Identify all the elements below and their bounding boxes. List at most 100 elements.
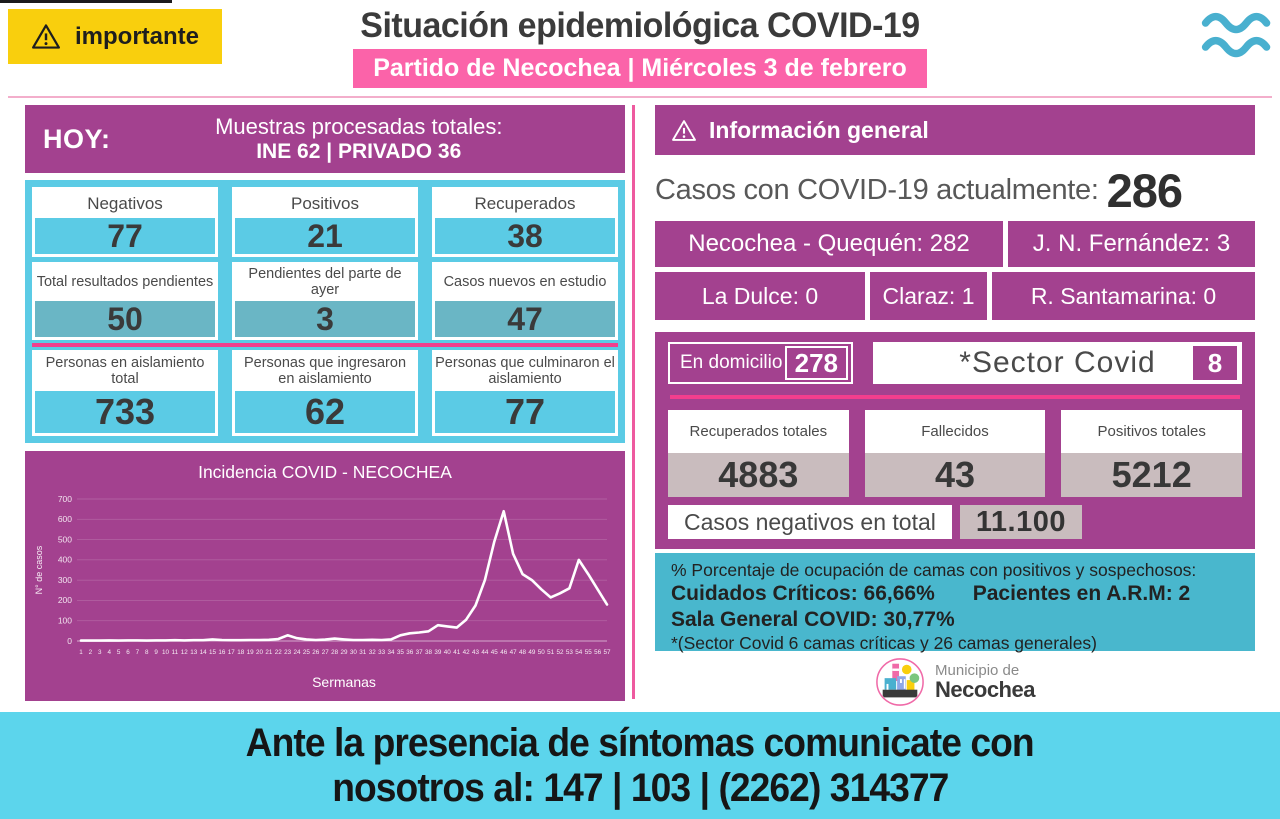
contact-line1: Ante la presencia de síntomas comunicate… (245, 720, 1035, 765)
stat-value: 77 (435, 391, 615, 433)
stat-value: 38 (435, 218, 615, 254)
svg-text:46: 46 (500, 649, 508, 656)
svg-text:43: 43 (472, 649, 480, 656)
stat-card-recuperados: Recuperados 38 (432, 187, 618, 257)
negativos-label: Casos negativos en total (668, 505, 952, 539)
location-claraz: Claraz: 1 (870, 272, 987, 320)
locations-row-1: Necochea - Quequén: 282 J. N. Fernández:… (655, 221, 1255, 267)
svg-text:N° de casos: N° de casos (34, 545, 44, 594)
svg-text:19: 19 (247, 649, 255, 656)
warning-triangle-icon (31, 24, 60, 49)
page-subtitle: Partido de Necochea | Miércoles 3 de feb… (353, 49, 927, 88)
svg-text:34: 34 (387, 649, 395, 656)
svg-text:20: 20 (256, 649, 264, 656)
svg-text:300: 300 (58, 575, 72, 585)
stat-card-culminaron-aislamiento: Personas que culminaron el aislamiento 7… (432, 350, 618, 436)
svg-text:7: 7 (136, 649, 140, 656)
daily-stats-box: Negativos 77 Positivos 21 Recuperados 38… (25, 180, 625, 443)
svg-text:54: 54 (575, 649, 583, 656)
pacientes-arm: Pacientes en A.R.M: 2 (972, 582, 1191, 606)
svg-text:41: 41 (453, 649, 461, 656)
svg-text:17: 17 (228, 649, 236, 656)
svg-text:50: 50 (538, 649, 546, 656)
contact-line2: nosotros al: 147 | 103 | (2262) 314377 (331, 765, 949, 810)
total-card-recuperados: Recuperados totales 4883 (668, 410, 849, 497)
svg-text:33: 33 (378, 649, 386, 656)
location-r-santamarina: R. Santamarina: 0 (992, 272, 1255, 320)
svg-text:4: 4 (107, 649, 111, 656)
stat-value: 21 (235, 218, 415, 254)
svg-text:3: 3 (98, 649, 102, 656)
totals-pink-divider (670, 395, 1240, 399)
total-value: 4883 (668, 453, 849, 497)
svg-text:18: 18 (237, 649, 245, 656)
svg-text:13: 13 (190, 649, 198, 656)
location-la-dulce: La Dulce: 0 (655, 272, 865, 320)
svg-text:55: 55 (585, 649, 593, 656)
totals-panel: En domicilio 278 *Sector Covid 8 Recuper… (655, 332, 1255, 549)
left-column: HOY: Muestras procesadas totales: INE 62… (25, 105, 625, 701)
svg-text:200: 200 (58, 595, 72, 605)
svg-text:2: 2 (89, 649, 93, 656)
svg-text:22: 22 (275, 649, 283, 656)
muestras-line2: INE 62 | PRIVADO 36 (256, 139, 462, 163)
svg-text:35: 35 (397, 649, 405, 656)
stat-label: Total resultados pendientes (35, 265, 215, 301)
stats-row-1: Negativos 77 Positivos 21 Recuperados 38 (32, 187, 618, 257)
svg-text:29: 29 (340, 649, 348, 656)
stat-value: 77 (35, 218, 215, 254)
svg-text:47: 47 (510, 649, 518, 656)
svg-text:30: 30 (350, 649, 358, 656)
svg-text:9: 9 (154, 649, 158, 656)
sector-covid-box: *Sector Covid 8 (873, 342, 1242, 384)
municipio-logo-row: Municipio de Necochea (655, 656, 1255, 708)
total-label: Recuperados totales (668, 410, 849, 453)
svg-text:500: 500 (58, 534, 72, 544)
svg-text:51: 51 (547, 649, 555, 656)
total-value: 5212 (1061, 453, 1243, 497)
warning-triangle-icon (672, 119, 696, 141)
right-column: Información general Casos con COVID-19 a… (655, 105, 1255, 708)
svg-text:49: 49 (528, 649, 536, 656)
total-card-fallecidos: Fallecidos 43 (864, 410, 1046, 497)
stats-pink-divider (32, 343, 618, 347)
svg-text:44: 44 (481, 649, 489, 656)
total-value: 43 (864, 453, 1046, 497)
stat-card-pendientes-ayer: Pendientes del parte de ayer 3 (232, 262, 418, 340)
stat-label: Personas en aislamiento total (35, 353, 215, 391)
svg-text:100: 100 (58, 616, 72, 626)
info-general-header: Información general (655, 105, 1255, 155)
stat-label: Casos nuevos en estudio (435, 265, 615, 301)
total-label: Positivos totales (1061, 410, 1243, 453)
stats-row-2: Total resultados pendientes 50 Pendiente… (32, 262, 618, 340)
svg-text:8: 8 (145, 649, 149, 656)
locations-row-2: La Dulce: 0 Claraz: 1 R. Santamarina: 0 (655, 272, 1255, 320)
svg-text:48: 48 (519, 649, 527, 656)
stat-card-positivos: Positivos 21 (232, 187, 418, 257)
svg-text:5: 5 (117, 649, 121, 656)
negativos-row: Casos negativos en total 11.100 (668, 505, 1242, 539)
column-divider (632, 105, 635, 699)
location-jn-fernandez: J. N. Fernández: 3 (1008, 221, 1255, 267)
stat-card-negativos: Negativos 77 (32, 187, 218, 257)
svg-text:16: 16 (218, 649, 226, 656)
domicilio-sector-row: En domicilio 278 *Sector Covid 8 (668, 342, 1242, 384)
stat-label: Negativos (35, 190, 215, 218)
svg-text:40: 40 (444, 649, 452, 656)
sala-general: Sala General COVID: 30,77% (671, 607, 955, 631)
svg-text:24: 24 (293, 649, 301, 656)
stats-row-3: Personas en aislamiento total 733 Person… (32, 350, 618, 436)
important-badge: importante (8, 9, 222, 64)
en-domicilio-label: En domicilio (680, 352, 783, 373)
svg-text:11: 11 (172, 649, 179, 656)
stat-value: 50 (35, 301, 215, 337)
current-cases-label: Casos con COVID-19 actualmente: (655, 173, 1099, 206)
logo-line2: Necochea (935, 677, 1035, 703)
svg-text:38: 38 (425, 649, 433, 656)
stat-card-nuevos-estudio: Casos nuevos en estudio 47 (432, 262, 618, 340)
stat-value: 3 (235, 301, 415, 337)
badge-label: importante (74, 22, 199, 50)
occupancy-line1: % Porcentaje de ocupación de camas con p… (671, 560, 1197, 580)
